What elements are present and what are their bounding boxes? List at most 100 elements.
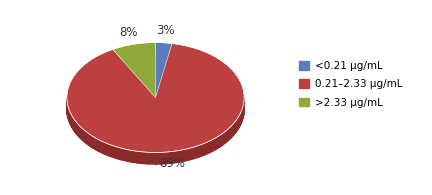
Polygon shape bbox=[222, 133, 223, 145]
Polygon shape bbox=[227, 129, 228, 141]
Legend: <0.21 μg/mL, 0.21–2.33 μg/mL, >2.33 μg/mL: <0.21 μg/mL, 0.21–2.33 μg/mL, >2.33 μg/m… bbox=[299, 61, 402, 108]
Polygon shape bbox=[153, 152, 155, 164]
Polygon shape bbox=[75, 120, 76, 133]
Polygon shape bbox=[223, 133, 224, 145]
Polygon shape bbox=[201, 144, 203, 156]
Polygon shape bbox=[126, 149, 127, 161]
Polygon shape bbox=[129, 150, 130, 162]
Polygon shape bbox=[77, 123, 78, 136]
Polygon shape bbox=[195, 146, 197, 158]
Polygon shape bbox=[102, 141, 103, 153]
Polygon shape bbox=[100, 141, 102, 153]
Polygon shape bbox=[226, 130, 227, 142]
Polygon shape bbox=[121, 148, 122, 160]
Ellipse shape bbox=[67, 54, 244, 164]
Polygon shape bbox=[112, 145, 113, 157]
Polygon shape bbox=[206, 142, 207, 154]
Polygon shape bbox=[156, 43, 172, 98]
Polygon shape bbox=[117, 147, 118, 159]
Polygon shape bbox=[122, 148, 124, 160]
Polygon shape bbox=[86, 132, 87, 144]
Polygon shape bbox=[155, 152, 156, 164]
Polygon shape bbox=[220, 135, 221, 147]
Polygon shape bbox=[234, 123, 235, 135]
Polygon shape bbox=[219, 135, 220, 147]
Polygon shape bbox=[193, 147, 194, 159]
Polygon shape bbox=[158, 152, 159, 164]
Polygon shape bbox=[194, 147, 195, 159]
Polygon shape bbox=[152, 152, 153, 164]
Polygon shape bbox=[238, 116, 239, 129]
Polygon shape bbox=[174, 151, 176, 163]
Polygon shape bbox=[228, 129, 229, 141]
Polygon shape bbox=[107, 144, 108, 156]
Polygon shape bbox=[92, 136, 93, 148]
Polygon shape bbox=[191, 147, 193, 159]
Polygon shape bbox=[231, 126, 232, 138]
Polygon shape bbox=[216, 137, 217, 149]
Polygon shape bbox=[187, 148, 189, 160]
Polygon shape bbox=[118, 147, 120, 159]
Polygon shape bbox=[90, 135, 91, 147]
Polygon shape bbox=[217, 136, 218, 149]
Polygon shape bbox=[130, 150, 131, 162]
Polygon shape bbox=[213, 139, 214, 151]
Polygon shape bbox=[166, 152, 167, 164]
Polygon shape bbox=[116, 147, 117, 159]
Polygon shape bbox=[125, 149, 126, 161]
Polygon shape bbox=[94, 137, 95, 149]
Polygon shape bbox=[88, 133, 89, 145]
Polygon shape bbox=[210, 141, 211, 153]
Polygon shape bbox=[148, 152, 149, 164]
Polygon shape bbox=[208, 141, 210, 153]
Polygon shape bbox=[211, 140, 212, 152]
Polygon shape bbox=[170, 152, 172, 163]
Polygon shape bbox=[138, 151, 140, 163]
Polygon shape bbox=[133, 151, 134, 162]
Polygon shape bbox=[81, 127, 82, 139]
Polygon shape bbox=[91, 135, 92, 147]
Polygon shape bbox=[237, 118, 238, 130]
Polygon shape bbox=[215, 138, 216, 150]
Polygon shape bbox=[198, 145, 199, 157]
Polygon shape bbox=[73, 118, 74, 130]
Polygon shape bbox=[212, 139, 213, 152]
Text: 3%: 3% bbox=[156, 24, 175, 37]
Polygon shape bbox=[225, 131, 226, 144]
Polygon shape bbox=[169, 152, 170, 163]
Polygon shape bbox=[72, 116, 73, 129]
Polygon shape bbox=[111, 145, 112, 157]
Polygon shape bbox=[82, 128, 83, 140]
Polygon shape bbox=[197, 146, 198, 158]
Polygon shape bbox=[163, 152, 165, 164]
Polygon shape bbox=[156, 152, 158, 164]
Polygon shape bbox=[221, 134, 222, 146]
Polygon shape bbox=[199, 145, 200, 157]
Polygon shape bbox=[114, 146, 116, 158]
Text: 8%: 8% bbox=[119, 26, 138, 39]
Polygon shape bbox=[106, 143, 107, 155]
Polygon shape bbox=[144, 152, 145, 164]
Polygon shape bbox=[127, 150, 129, 161]
Polygon shape bbox=[182, 150, 184, 161]
Polygon shape bbox=[184, 149, 185, 161]
Polygon shape bbox=[149, 152, 151, 164]
Polygon shape bbox=[205, 143, 206, 155]
Polygon shape bbox=[162, 152, 163, 164]
Polygon shape bbox=[98, 139, 99, 152]
Polygon shape bbox=[176, 151, 177, 163]
Polygon shape bbox=[230, 126, 231, 139]
Polygon shape bbox=[236, 119, 237, 132]
Polygon shape bbox=[218, 136, 219, 148]
Polygon shape bbox=[165, 152, 166, 164]
Polygon shape bbox=[105, 143, 106, 155]
Polygon shape bbox=[142, 152, 144, 163]
Text: 89%: 89% bbox=[159, 157, 185, 170]
Polygon shape bbox=[99, 140, 100, 152]
Polygon shape bbox=[67, 43, 244, 152]
Polygon shape bbox=[120, 148, 121, 160]
Polygon shape bbox=[239, 115, 240, 127]
Polygon shape bbox=[78, 124, 79, 136]
Polygon shape bbox=[185, 149, 186, 161]
Polygon shape bbox=[172, 151, 173, 163]
